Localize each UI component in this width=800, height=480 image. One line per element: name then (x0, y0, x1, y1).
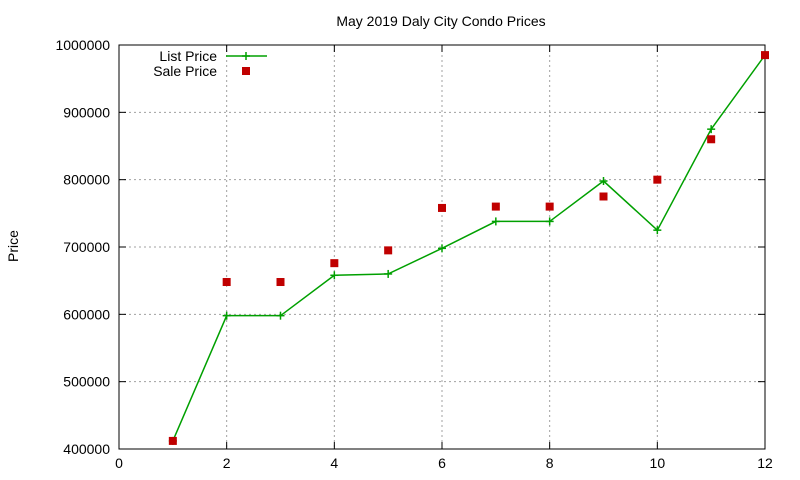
y-tick-label: 900000 (63, 104, 110, 120)
point-sale-price (761, 51, 769, 60)
point-list-price (545, 217, 554, 226)
x-tick-label: 0 (115, 455, 123, 471)
legend-marker-list-price (242, 52, 250, 60)
x-tick-label: 8 (546, 455, 554, 471)
legend: List Price Sale Price (153, 48, 267, 79)
x-tick-label: 2 (223, 455, 231, 471)
legend-label-sale-price: Sale Price (153, 63, 217, 79)
point-sale-price (330, 259, 339, 268)
point-sale-price (707, 135, 716, 144)
series-layer (168, 51, 769, 445)
point-sale-price (599, 192, 608, 201)
point-sale-price (491, 202, 500, 211)
x-tick-label: 4 (330, 455, 338, 471)
point-list-price (438, 244, 446, 253)
y-tick-label: 400000 (63, 441, 110, 457)
point-list-price (222, 311, 231, 320)
point-sale-price (222, 278, 231, 287)
chart-title: May 2019 Daly City Condo Prices (336, 13, 545, 29)
point-list-price (707, 125, 716, 134)
x-tick-label: 10 (650, 455, 666, 471)
y-tick-label: 1000000 (55, 37, 110, 53)
point-list-price (330, 271, 339, 280)
point-sale-price (384, 246, 393, 255)
x-tick-label: 12 (757, 455, 773, 471)
y-tick-label: 700000 (63, 239, 110, 255)
point-list-price (491, 217, 500, 226)
series-line-list-price (172, 54, 766, 442)
point-sale-price (168, 436, 177, 445)
legend-label-list-price: List Price (159, 48, 217, 64)
point-list-price (599, 177, 608, 186)
point-sale-price (276, 278, 285, 287)
point-sale-price (653, 175, 662, 184)
x-tick-label: 6 (438, 455, 446, 471)
point-sale-price (545, 202, 554, 211)
y-tick-label: 500000 (63, 374, 110, 390)
plot-border (118, 44, 766, 450)
y-tick-label: 600000 (63, 306, 110, 322)
point-list-price (653, 226, 662, 235)
legend-swatch-sale-price (242, 67, 250, 75)
point-list-price (276, 311, 285, 320)
point-list-price (384, 269, 393, 278)
axis-ticks: 400000 500000 600000 700000 800000 900000 1000… (55, 37, 773, 471)
point-sale-price (438, 203, 446, 212)
y-tick-label: 800000 (63, 172, 110, 188)
y-axis-label: Price (5, 230, 21, 262)
